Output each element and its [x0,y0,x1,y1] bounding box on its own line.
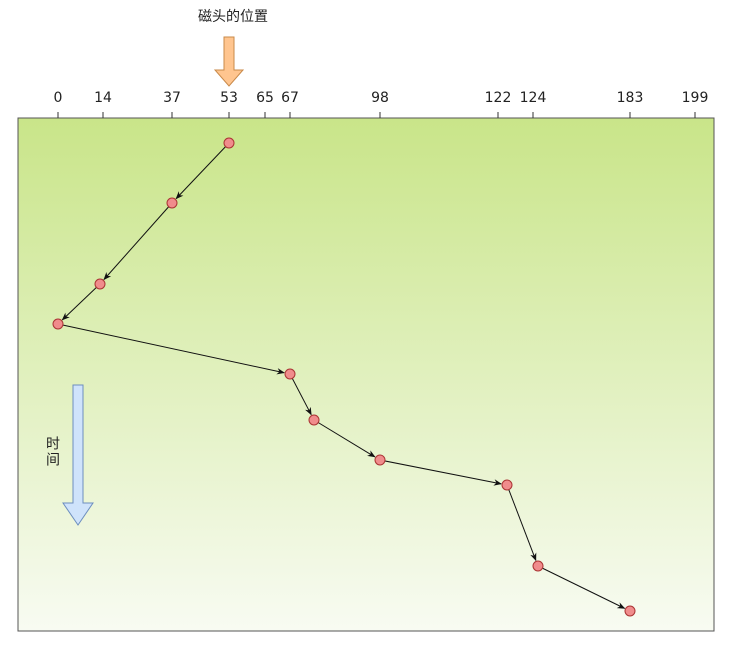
seek-edge [57,323,285,375]
seek-edge [103,202,173,281]
tick-label: 122 [485,90,512,106]
tick-label: 183 [617,90,644,106]
request-node [223,137,235,149]
time-label: 时间 [44,436,60,468]
seek-edge [537,565,626,609]
seek-edge [175,142,230,200]
request-node [94,278,106,290]
tick-label: 67 [281,90,299,106]
request-node [308,414,320,426]
seek-edge [379,459,502,486]
axis: 0 14 37 53 65 67 98 122 124 183 199 [54,90,709,118]
seek-edge [506,484,537,562]
head-position-title: 磁头的位置 [198,9,268,25]
time-arrow [62,384,94,526]
request-node [166,197,178,209]
request-node [284,368,296,380]
request-node [532,560,544,572]
head-arrow [213,36,245,87]
tick-label: 65 [256,90,274,106]
request-node [52,318,64,330]
seek-edge [289,373,312,416]
seek-edge [313,419,376,458]
seek-edge [61,283,101,321]
request-node [374,454,386,466]
tick-label: 124 [520,90,547,106]
request-node [624,605,636,617]
tick-label: 14 [94,90,112,106]
tick-label: 199 [682,90,709,106]
seek-path [52,137,636,617]
tick-label: 0 [54,90,63,106]
tick-label: 53 [220,90,238,106]
tick-label: 98 [371,90,389,106]
panel [17,117,715,632]
request-node [501,479,513,491]
tick-label: 37 [163,90,181,106]
